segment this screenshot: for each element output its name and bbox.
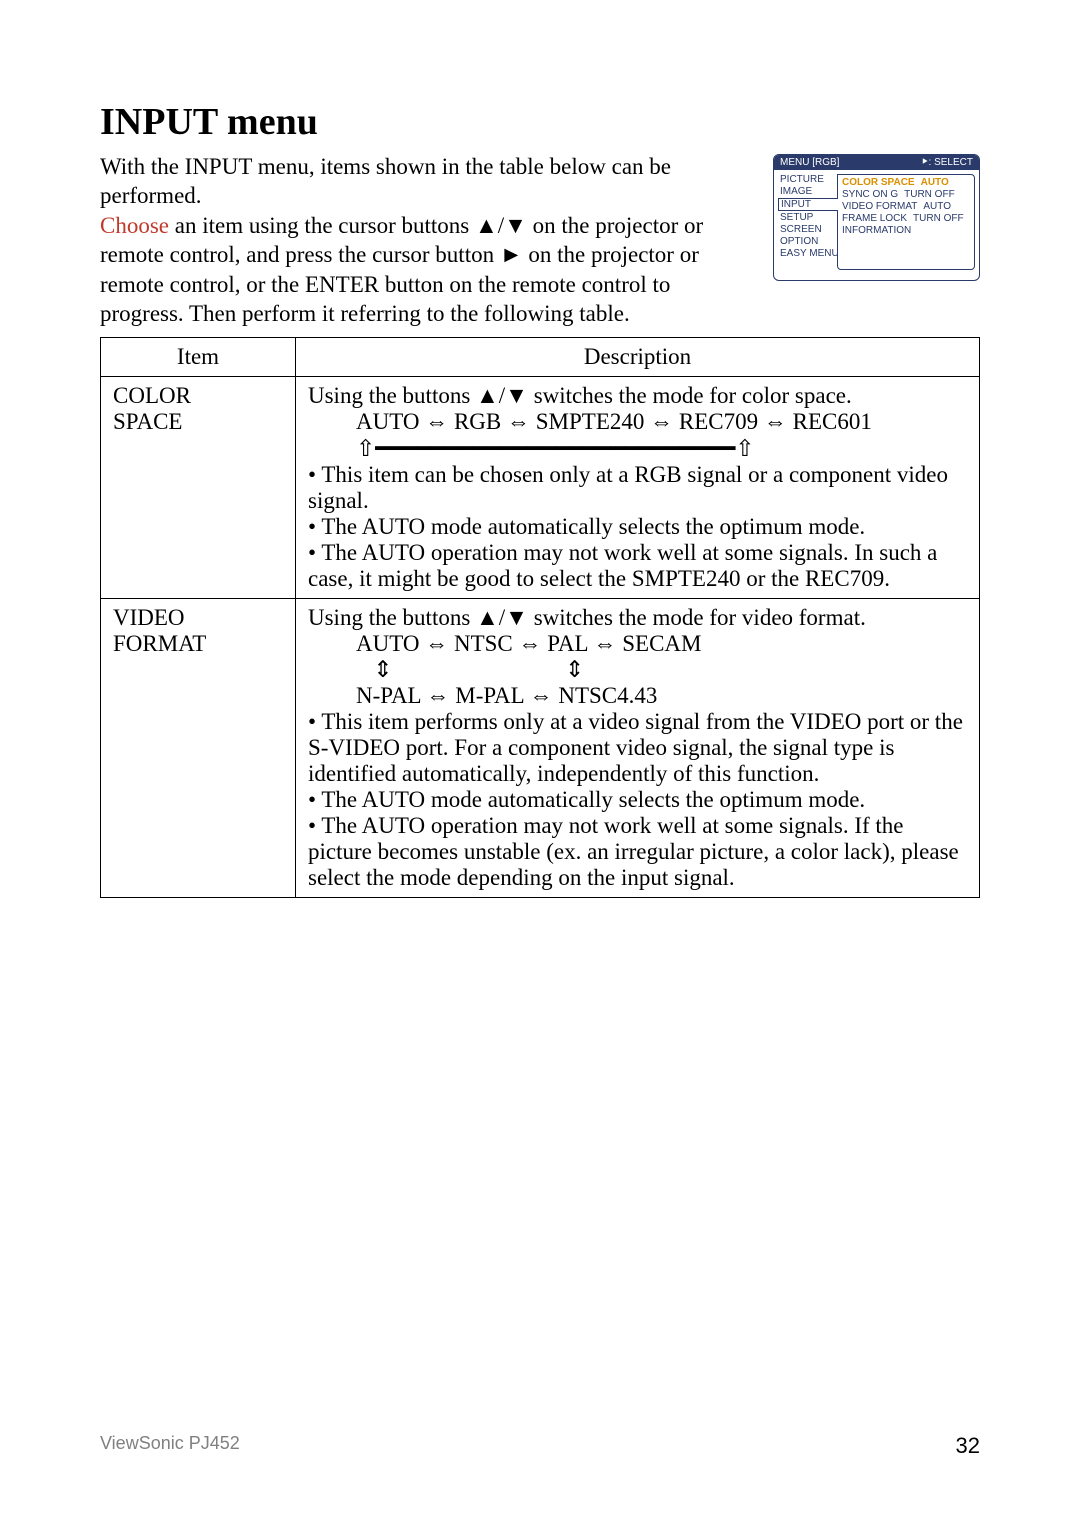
- osd-left-item: EASY MENU: [778, 248, 838, 259]
- intro-rest: an item using the cursor buttons ▲/▼ on …: [100, 213, 703, 326]
- arrows-mid: ⇕ ⇕: [308, 657, 967, 683]
- osd-right-panel: COLOR SPACE AUTO SYNC ON G TURN OFF VIDEO …: [837, 174, 975, 270]
- osd-menu-graphic: MENU [RGB] ⯈: SELECT PICTURE IMAGE INPUT…: [773, 154, 980, 281]
- osd-row-key: SYNC ON G: [842, 189, 898, 200]
- desc-top: Using the buttons ▲/▼ switches the mode …: [308, 605, 866, 630]
- settings-table: Item Description COLORSPACE Using the bu…: [100, 337, 980, 898]
- osd-row-val: AUTO: [923, 201, 951, 212]
- footer-model: ViewSonic PJ452: [100, 1433, 240, 1459]
- osd-left-item: SETUP: [778, 212, 838, 223]
- desc-top: Using the buttons ▲/▼ switches the mode …: [308, 383, 852, 408]
- bullet: • The AUTO operation may not work well a…: [308, 540, 937, 591]
- arrow-line: ⇧━━━━━━━━━━━━━━━━━━━━━━━━━━⇧: [308, 435, 755, 461]
- formula: AUTO ⇔ NTSC ⇔ PAL ⇔ SECAM: [308, 631, 967, 657]
- osd-header-left: MENU [RGB]: [780, 157, 839, 168]
- bullet: • The AUTO mode automatically selects th…: [308, 787, 865, 812]
- footer-page-number: 32: [956, 1433, 980, 1459]
- formula: N-PAL ⇔ M-PAL ⇔ NTSC4.43: [308, 683, 967, 709]
- item-label: VIDEOFORMAT: [113, 605, 206, 656]
- osd-row-val: AUTO: [921, 177, 949, 188]
- bullet: • This item can be chosen only at a RGB …: [308, 462, 948, 513]
- osd-row-val: TURN OFF: [904, 189, 955, 200]
- osd-row-val: TURN OFF: [913, 213, 964, 224]
- row-desc: Using the buttons ▲/▼ switches the mode …: [296, 376, 980, 598]
- row-desc: Using the buttons ▲/▼ switches the mode …: [296, 598, 980, 897]
- th-item: Item: [101, 337, 296, 376]
- item-label: COLORSPACE: [113, 383, 191, 434]
- intro-line1: With the INPUT menu, items shown in the …: [100, 154, 671, 208]
- osd-left-item: IMAGE: [778, 186, 838, 197]
- osd-left-item-selected: INPUT: [778, 198, 838, 211]
- choose-word: Choose: [100, 213, 169, 238]
- osd-left-item: SCREEN: [778, 224, 838, 235]
- bullet: • The AUTO operation may not work well a…: [308, 813, 959, 890]
- osd-header-right: ⯈: SELECT: [921, 157, 973, 168]
- bullet: • This item performs only at a video sig…: [308, 709, 963, 786]
- osd-row-key: INFORMATION: [842, 225, 911, 236]
- th-desc: Description: [296, 337, 980, 376]
- osd-row-key: FRAME LOCK: [842, 213, 907, 224]
- intro-paragraph: With the INPUT menu, items shown in the …: [100, 152, 755, 329]
- page-title: INPUT menu: [100, 100, 980, 144]
- osd-row-key: COLOR SPACE: [842, 177, 915, 188]
- osd-left-item: OPTION: [778, 236, 838, 247]
- osd-row-key: VIDEO FORMAT: [842, 201, 917, 212]
- osd-left-list: PICTURE IMAGE INPUT SETUP SCREEN OPTION …: [778, 174, 838, 270]
- row-item: COLORSPACE: [101, 376, 296, 598]
- bullet: • The AUTO mode automatically selects th…: [308, 514, 865, 539]
- osd-left-item: PICTURE: [778, 174, 838, 185]
- row-item: VIDEOFORMAT: [101, 598, 296, 897]
- formula: AUTO ⇔ RGB ⇔ SMPTE240 ⇔ REC709 ⇔ REC601: [308, 409, 967, 435]
